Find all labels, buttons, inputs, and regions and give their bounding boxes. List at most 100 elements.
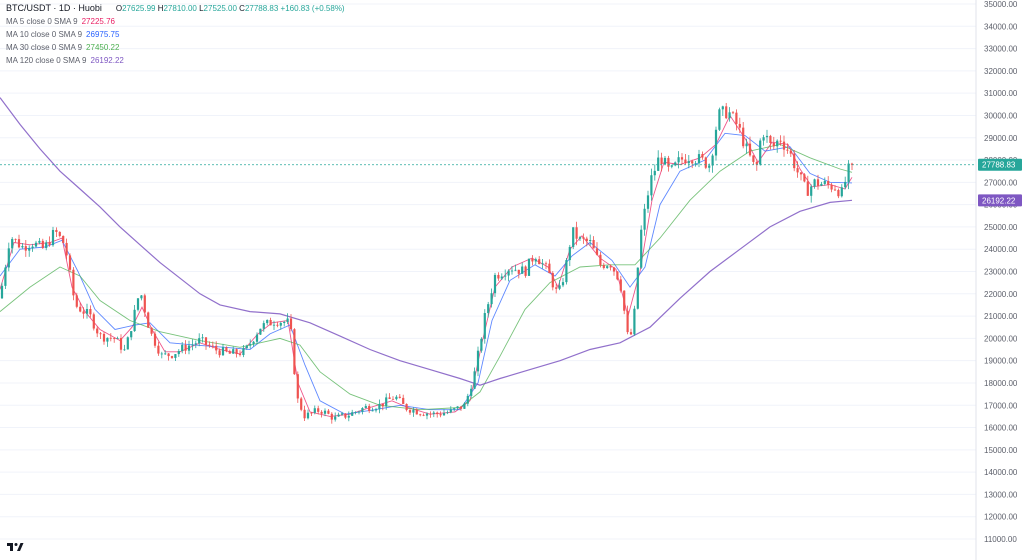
- candle-body: [300, 398, 303, 410]
- candle-body: [198, 338, 201, 344]
- candle-body: [626, 310, 629, 333]
- candle-body: [470, 388, 473, 396]
- candle-body: [551, 273, 554, 288]
- candle-body: [653, 170, 656, 176]
- candle-body: [799, 172, 803, 175]
- price-tick-label: 25000.00: [984, 223, 1018, 232]
- candle-body: [99, 333, 102, 335]
- candle-body: [691, 161, 694, 164]
- ma-line-3: [0, 143, 853, 411]
- candle-body: [45, 242, 48, 248]
- candle-body: [687, 161, 690, 164]
- indicator-value: 27225.76: [81, 17, 115, 26]
- indicator-row-ma5[interactable]: MA 5 close 0 SMA 9 27225.76: [6, 15, 345, 28]
- candle-body: [779, 140, 782, 142]
- indicator-row-ma120[interactable]: MA 120 close 0 SMA 9 26192.22: [6, 54, 345, 67]
- candle-body: [786, 149, 789, 151]
- candle-body: [58, 231, 61, 236]
- candle-body: [82, 311, 85, 314]
- candle-body: [215, 345, 218, 351]
- indicator-label: MA 5 close 0 SMA 9: [6, 17, 78, 26]
- candle-body: [721, 106, 724, 110]
- candle-body: [748, 143, 752, 156]
- moving-average-lines: [0, 97, 853, 417]
- candle-body: [762, 137, 765, 141]
- candle-body: [24, 246, 27, 251]
- indicator-label: MA 30 close 0 SMA 9: [6, 43, 83, 52]
- candle-body: [157, 345, 160, 354]
- candle-body: [14, 238, 17, 240]
- candle-body: [521, 266, 524, 274]
- candle-body: [221, 347, 225, 356]
- candle-body: [238, 354, 242, 356]
- price-tick-label: 16000.00: [984, 424, 1018, 433]
- candle-body: [796, 168, 799, 173]
- candle-body: [136, 298, 140, 310]
- indicator-row-ma30[interactable]: MA 30 close 0 SMA 9 27450.22: [6, 41, 345, 54]
- candle-body: [745, 143, 748, 147]
- candle-body: [41, 240, 44, 248]
- candle-body: [701, 154, 704, 158]
- candle-body: [371, 410, 374, 412]
- ma-line-2: [0, 132, 853, 415]
- candle-body: [164, 353, 167, 355]
- low-value: 27525.00: [203, 4, 237, 13]
- candle-body: [68, 255, 72, 270]
- candle-body: [436, 412, 439, 415]
- candle-body: [643, 208, 646, 230]
- candle-body: [697, 154, 701, 164]
- candle-body: [89, 309, 92, 315]
- price-tags: 27788.83 26192.22: [978, 158, 1022, 207]
- price-axis[interactable]: 35000.00 34000.00 33000.00 32000.00 31000.00…: [984, 0, 1018, 544]
- candle-body: [840, 187, 843, 197]
- candle-body: [75, 295, 78, 307]
- price-tick-label: 11000.00: [984, 535, 1017, 544]
- candle-body: [823, 180, 826, 184]
- candle-body: [232, 349, 235, 354]
- candle-body: [62, 235, 65, 243]
- candle-body: [289, 318, 293, 330]
- candle-body: [28, 248, 31, 251]
- candle-body: [317, 408, 320, 412]
- candle-body: [575, 227, 578, 239]
- candle-body: [837, 189, 840, 197]
- last-price-tag-text: 27788.83: [982, 161, 1016, 170]
- candle-body: [402, 397, 405, 404]
- candle-body: [167, 353, 170, 357]
- candle-body: [538, 259, 541, 265]
- candle-body: [548, 263, 551, 274]
- candle-body: [769, 135, 772, 143]
- candle-body: [170, 356, 174, 358]
- indicator-row-ma10[interactable]: MA 10 close 0 SMA 9 26975.75: [6, 28, 345, 41]
- candle-body: [113, 338, 116, 339]
- tradingview-logo-icon[interactable]: [6, 540, 24, 554]
- candle-body: [286, 318, 289, 322]
- candle-body: [357, 411, 361, 413]
- candle-body: [565, 260, 568, 283]
- candle-body: [351, 412, 354, 416]
- candle-body: [514, 269, 517, 271]
- candle-body: [544, 263, 548, 265]
- candle-body: [143, 295, 146, 313]
- price-tick-label: 13000.00: [984, 490, 1018, 499]
- candle-body: [184, 344, 187, 351]
- candle-body: [391, 398, 395, 400]
- candle-body: [704, 157, 707, 168]
- candle-body: [218, 350, 221, 356]
- low-label: L: [199, 4, 204, 13]
- symbol-title[interactable]: BTC/USDT · 1D · Huobi: [6, 3, 102, 13]
- candle-body: [150, 327, 153, 334]
- ma-line-4: [0, 97, 853, 386]
- candle-body: [660, 157, 663, 165]
- candle-body: [446, 412, 449, 414]
- candle-body: [442, 413, 446, 416]
- candle-body: [473, 371, 476, 389]
- candle-body: [789, 150, 792, 154]
- candle-body: [11, 238, 14, 249]
- candle-body: [191, 344, 194, 346]
- candle-body: [340, 413, 344, 415]
- candle-body: [453, 408, 456, 410]
- candle-body: [306, 412, 310, 419]
- price-tick-label: 24000.00: [984, 245, 1018, 254]
